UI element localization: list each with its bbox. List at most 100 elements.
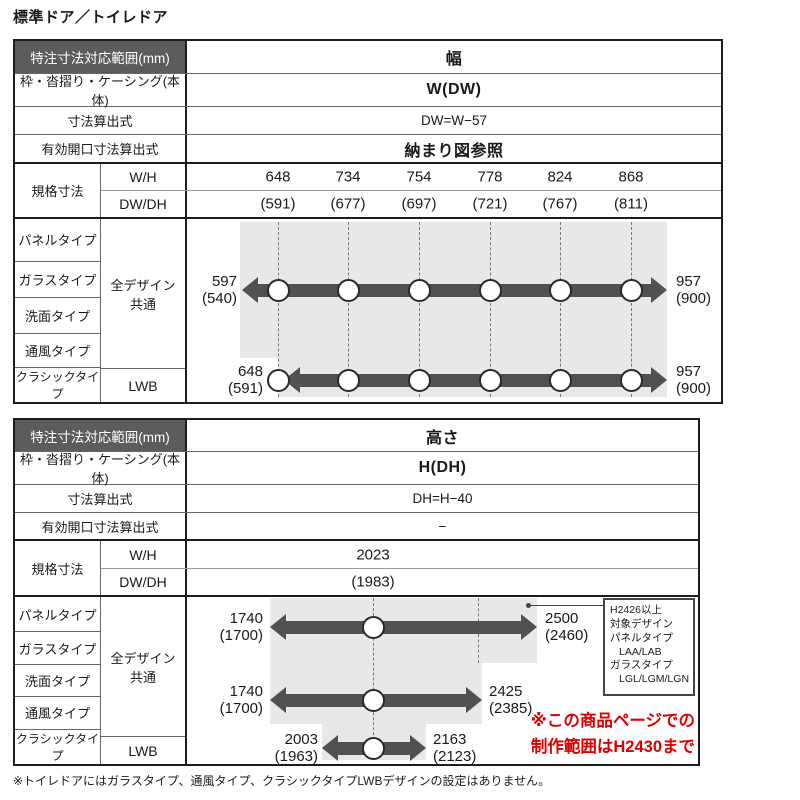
dwdh-label: DW/DH (101, 191, 187, 217)
arrowhead-left-icon (322, 735, 338, 761)
dwdh-value: (591) (260, 195, 296, 213)
range-max-label: 2425 (2385) (489, 683, 533, 717)
wh-value: 778 (477, 168, 503, 186)
type-label-washroom: 洗面タイプ (15, 665, 100, 697)
size-marker-dot (620, 279, 643, 302)
callout-leader-line (529, 605, 603, 606)
range-min-label: 648 (591) (227, 363, 263, 397)
dwdh-values-row: (1983) (187, 569, 698, 595)
width-dimension-header: 幅 (445, 51, 463, 68)
dwdh-value: (811) (614, 195, 648, 213)
arrowhead-left-icon (270, 614, 286, 640)
frame-value: W(DW) (426, 81, 482, 98)
wh-value: 734 (335, 168, 361, 186)
size-guide-line (348, 222, 349, 397)
size-marker-dot (362, 616, 385, 639)
size-marker-dot (337, 369, 360, 392)
type-label-vent: 通風タイプ (15, 697, 100, 730)
size-marker-dot (267, 279, 290, 302)
size-guide-line (419, 222, 420, 397)
dwdh-values-row: (591) (677) (697) (721) (767) (811) (187, 191, 721, 217)
size-guide-line (631, 222, 632, 397)
production-range-note: ※この商品ページでの 制作範囲はH2430まで (530, 712, 695, 756)
wh-value: 648 (265, 168, 291, 186)
range-min-label: 597 (540) (201, 273, 237, 307)
size-marker-dot (620, 369, 643, 392)
formula-value: DW=W−57 (420, 113, 488, 128)
type-label-glass: ガラスタイプ (15, 632, 100, 666)
size-marker-dot (408, 369, 431, 392)
opening-formula-label: 有効開口寸法算出式 (15, 513, 187, 539)
type-label-panel: パネルタイプ (15, 219, 100, 262)
type-label-vent: 通風タイプ (15, 334, 100, 369)
opening-formula-label: 有効開口寸法算出式 (15, 135, 187, 162)
dwdh-label: DW/DH (101, 569, 187, 595)
type-label-glass: ガラスタイプ (15, 262, 100, 299)
range-max-label: 2163 (2123) (433, 731, 477, 764)
size-guide-line (373, 598, 374, 760)
opening-formula-value: − (438, 518, 447, 534)
frame-label: 枠・沓摺り・ケーシング(本体) (15, 452, 187, 486)
formula-value: DH=H−40 (412, 491, 473, 506)
type-label-classic: クラシックタイプ (15, 370, 100, 402)
size-marker-dot (408, 279, 431, 302)
callout-box: H2426以上 対象デザイン パネルタイプ LAA/LAB ガラスタイプ LGL… (603, 598, 695, 696)
type-label-classic: クラシックタイプ (15, 732, 100, 763)
arrowhead-right-icon (651, 277, 667, 303)
formula-label: 寸法算出式 (15, 107, 187, 134)
size-guide-line (278, 222, 279, 397)
size-marker-dot (479, 279, 502, 302)
dwdh-value: (767) (542, 195, 578, 213)
wh-value: 868 (618, 168, 644, 186)
range-arrow-bar (256, 284, 652, 297)
arrowhead-right-icon (521, 614, 537, 640)
formula-label: 寸法算出式 (15, 485, 187, 512)
standard-size-label: 規格寸法 (15, 164, 101, 217)
wh-value: 824 (547, 168, 573, 186)
callout-leader-dot (526, 603, 531, 608)
wh-label: W/H (101, 541, 187, 568)
arrowhead-left-icon (270, 687, 286, 713)
design-common-cell: 全デザイン 共通 (101, 219, 185, 369)
arrowhead-left-icon (242, 277, 258, 303)
range-max-label: 957 (900) (676, 363, 712, 397)
height-range-diagram: 1740 (1700) 2500 (2460) 1740 (1700) 2425 (187, 597, 698, 764)
spec-range-header: 特注寸法対応範囲(mm) (15, 420, 187, 451)
lwb-cell: LWB (128, 377, 158, 394)
size-marker-dot (362, 737, 385, 760)
design-common-cell: 全デザイン 共通 (101, 597, 185, 737)
range-arrow-bar (284, 621, 523, 634)
wh-values-row: 648 734 754 778 824 868 (187, 164, 721, 190)
dwdh-value: (697) (401, 195, 437, 213)
size-guide-line (560, 222, 561, 397)
page-title: 標準ドア／トイレドア (13, 9, 169, 26)
size-marker-dot (267, 369, 290, 392)
dwdh-value: (1983) (351, 573, 395, 591)
type-label-panel: パネルタイプ (15, 597, 100, 633)
lwb-cell: LWB (128, 742, 158, 759)
height-dimension-header: 高さ (425, 429, 459, 447)
range-max-label: 957 (900) (676, 273, 712, 307)
standard-size-label: 規格寸法 (15, 541, 101, 595)
arrowhead-right-icon (410, 735, 426, 761)
width-range-diagram: 597 (540) 957 (900) 648 (591) (187, 219, 721, 402)
range-min-label: 1740 (1700) (219, 610, 263, 644)
spec-range-header: 特注寸法対応範囲(mm) (15, 41, 187, 73)
wh-value: 2023 (356, 546, 390, 563)
arrowhead-right-icon (466, 687, 482, 713)
arrowhead-right-icon (651, 367, 667, 393)
wh-values-row: 2023 (187, 541, 698, 568)
footnote: ※トイレドアにはガラスタイプ、通風タイプ、クラシックタイプLWBデザインの設定は… (13, 774, 551, 788)
size-marker-dot (549, 369, 572, 392)
size-marker-dot (337, 279, 360, 302)
size-guide-line (490, 222, 491, 397)
type-label-washroom: 洗面タイプ (15, 298, 100, 335)
dwdh-value: (721) (472, 195, 508, 213)
range-min-label: 2003 (1963) (274, 731, 318, 764)
frame-label: 枠・沓摺り・ケーシング(本体) (15, 74, 187, 108)
dwdh-value: (677) (330, 195, 366, 213)
height-table: 特注寸法対応範囲(mm) 高さ 枠・沓摺り・ケーシング(本体) H(DH) 寸法… (13, 418, 700, 766)
size-marker-dot (549, 279, 572, 302)
opening-formula-value: 納まり図参照 (404, 142, 504, 160)
wh-label: W/H (101, 164, 187, 190)
